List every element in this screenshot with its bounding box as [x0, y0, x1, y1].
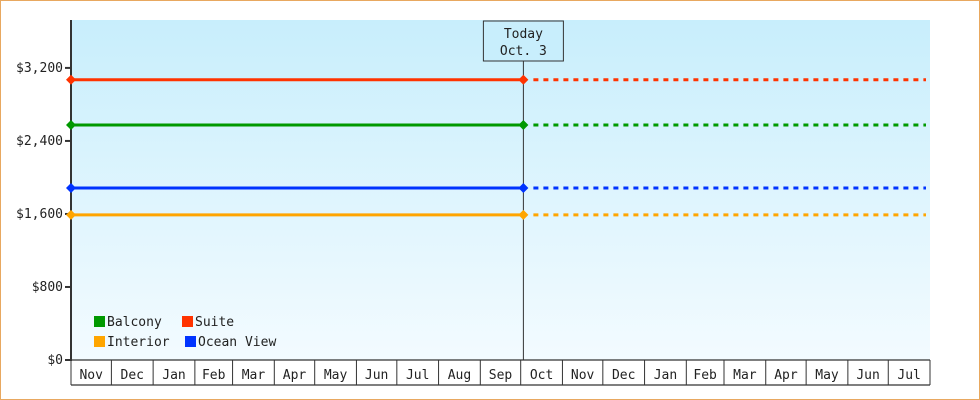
x-tick-label: Jul — [406, 368, 429, 383]
x-tick-label: Dec — [612, 368, 635, 383]
x-tick-label: Apr — [774, 368, 798, 383]
today-date: Oct. 3 — [500, 44, 547, 59]
x-tick-label: Jun — [365, 368, 388, 383]
series-marker-suite — [518, 74, 529, 85]
legend-swatch-ocean-view — [185, 336, 196, 347]
x-tick-label: Nov — [79, 368, 103, 383]
legend-label-interior: Interior — [107, 335, 170, 350]
x-tick-label: Feb — [693, 368, 717, 383]
x-tick-label: Aug — [448, 368, 471, 383]
x-tick-label: Apr — [283, 368, 307, 383]
x-tick-label: Dec — [121, 368, 144, 383]
y-tick-label: $800 — [32, 280, 63, 295]
x-tick-label: May — [815, 368, 839, 383]
x-tick-label: Sep — [489, 368, 513, 383]
y-tick-label: $0 — [47, 353, 63, 368]
x-tick-label: Jan — [162, 368, 185, 383]
x-tick-label: Nov — [571, 368, 595, 383]
x-tick-label: Jul — [897, 368, 920, 383]
x-tick-label: Feb — [202, 368, 226, 383]
y-tick-label: $2,400 — [16, 134, 63, 149]
legend-swatch-suite — [182, 316, 193, 327]
series-marker-ocean-view — [518, 182, 529, 193]
y-tick-label: $3,200 — [16, 61, 63, 76]
x-tick-label: Jan — [654, 368, 677, 383]
legend-label-ocean-view: Ocean View — [198, 335, 276, 350]
legend-label-suite: Suite — [195, 315, 234, 330]
x-tick-label: Mar — [733, 368, 757, 383]
legend-swatch-interior — [94, 336, 105, 347]
x-tick-label: Jun — [856, 368, 879, 383]
legend-swatch-balcony — [94, 316, 105, 327]
series-marker-balcony — [518, 119, 529, 130]
series-marker-interior — [518, 209, 529, 220]
x-tick-label: Mar — [242, 368, 266, 383]
series-marker-suite — [66, 74, 76, 85]
legend-label-balcony: Balcony — [107, 315, 162, 330]
plot-background — [71, 20, 930, 360]
today-label: Today — [504, 27, 543, 42]
y-tick-label: $1,600 — [16, 207, 63, 222]
series-marker-ocean-view — [66, 182, 76, 193]
series-marker-balcony — [66, 119, 76, 130]
series-marker-interior — [66, 209, 76, 220]
x-tick-label: May — [324, 368, 348, 383]
x-tick-label: Oct — [530, 368, 553, 383]
today-box — [482, 20, 564, 62]
